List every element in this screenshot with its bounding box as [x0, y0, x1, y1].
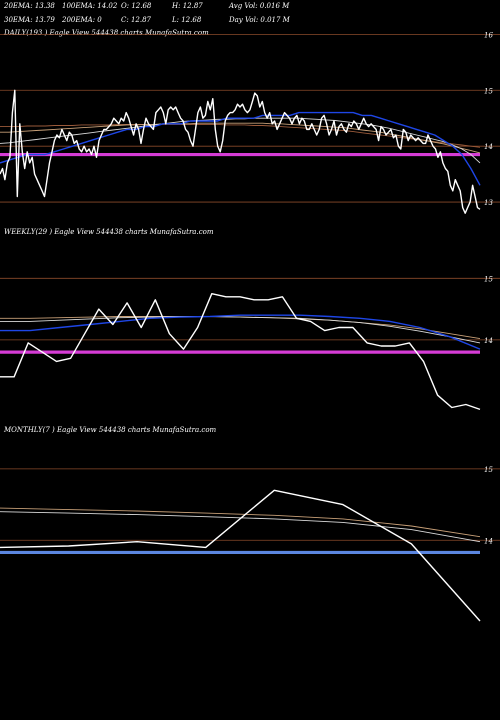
daily-ema-brown-line	[0, 123, 481, 148]
header-stats: 20EMA: 13.38 100EMA: 14.02 O: 12.68 H: 1…	[3, 2, 291, 24]
stat-100ema: 100EMA: 14.02	[62, 2, 118, 10]
stat-low: L: 12.68	[171, 16, 202, 24]
daily-panel: 16 15 14 13	[0, 31, 500, 214]
stat-open: O: 12.68	[121, 2, 152, 10]
daily-tick-label: 13	[484, 199, 493, 207]
monthly-ema-tan-line	[0, 507, 481, 538]
daily-price-line	[0, 89, 481, 214]
monthly-price-line	[0, 489, 481, 622]
monthly-tick-label: 14	[484, 537, 493, 545]
stat-200ema: 200EMA: 0	[61, 16, 102, 24]
daily-tick-label: 14	[484, 143, 493, 151]
stat-day-vol: Day Vol: 0.017 M	[228, 16, 291, 24]
weekly-tick-label: 15	[484, 275, 493, 283]
monthly-panel-title: MONTHLY(7 ) Eagle View 544438 charts Mun…	[3, 426, 217, 434]
daily-tick-label: 16	[484, 31, 493, 39]
weekly-panel-title: WEEKLY(29 ) Eagle View 544438 charts Mun…	[4, 228, 214, 236]
stat-close: C: 12.87	[121, 16, 152, 24]
monthly-ema-white-line	[0, 511, 481, 543]
stat-high: H: 12.87	[171, 2, 203, 10]
weekly-tick-label: 14	[484, 337, 493, 345]
daily-panel-title: DAILY(193 ) Eagle View 544438 charts Mun…	[3, 29, 209, 37]
weekly-ema-blue-line	[0, 314, 481, 350]
daily-ema-tan-line	[0, 122, 481, 154]
weekly-price-line	[0, 293, 481, 411]
monthly-tick-label: 15	[484, 466, 493, 474]
stat-avg-vol: Avg Vol: 0.016 M	[228, 2, 290, 10]
weekly-ema-white-line	[0, 316, 481, 344]
stat-30ema: 30EMA: 13.79	[4, 16, 55, 24]
stat-20ema: 20EMA: 13.38	[3, 2, 55, 10]
daily-tick-label: 15	[484, 87, 493, 95]
daily-ema-blue-line	[0, 111, 481, 186]
